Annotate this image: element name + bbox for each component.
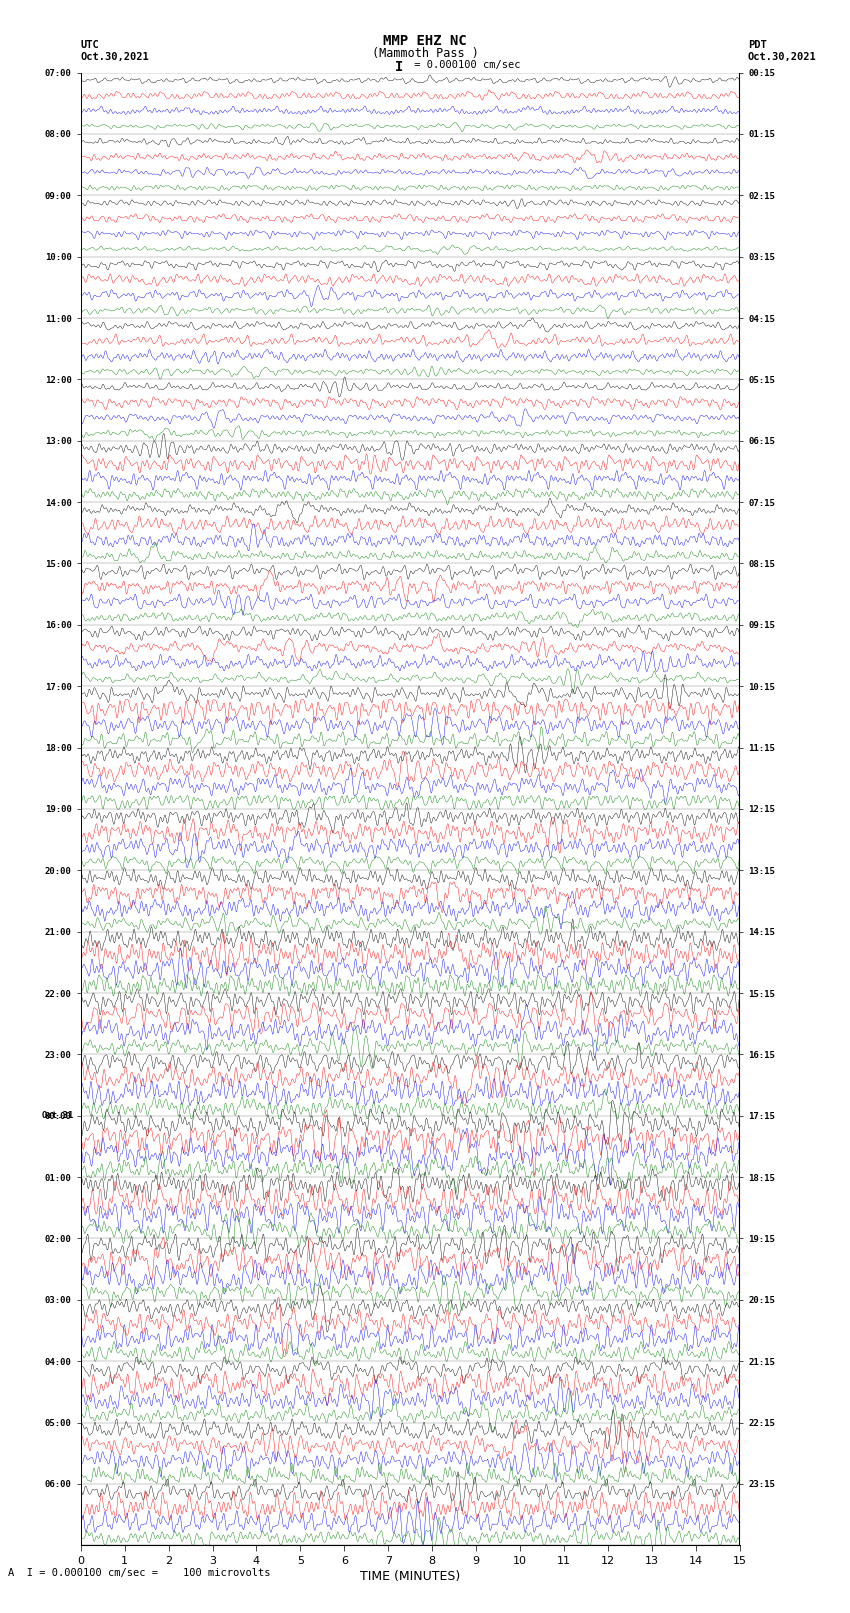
- Text: A  I = 0.000100 cm/sec =    100 microvolts: A I = 0.000100 cm/sec = 100 microvolts: [8, 1568, 271, 1578]
- Text: I: I: [395, 60, 404, 74]
- Text: PDT: PDT: [748, 40, 767, 50]
- Text: (Mammoth Pass ): (Mammoth Pass ): [371, 47, 479, 60]
- Text: MMP EHZ NC: MMP EHZ NC: [383, 34, 467, 48]
- Text: = 0.000100 cm/sec: = 0.000100 cm/sec: [408, 60, 520, 69]
- Text: UTC: UTC: [81, 40, 99, 50]
- X-axis label: TIME (MINUTES): TIME (MINUTES): [360, 1569, 460, 1582]
- Text: Oct.31: Oct.31: [42, 1111, 74, 1119]
- Text: Oct.30,2021: Oct.30,2021: [748, 52, 817, 61]
- Text: Oct.30,2021: Oct.30,2021: [81, 52, 150, 61]
